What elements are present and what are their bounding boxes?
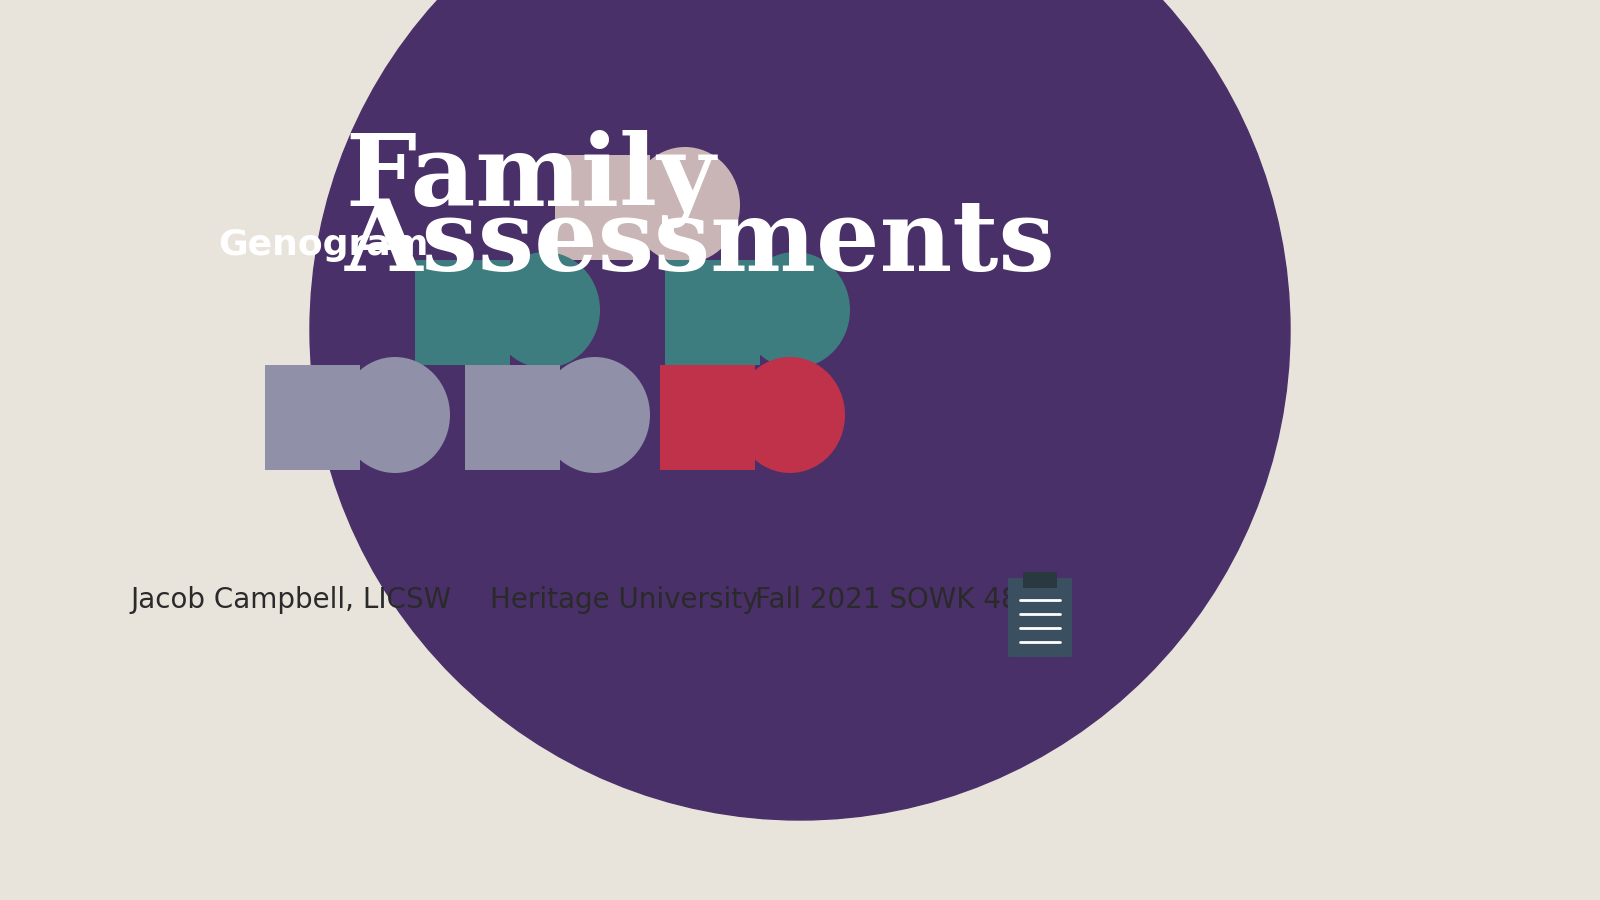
Circle shape bbox=[310, 0, 1290, 820]
Bar bbox=[555, 155, 650, 260]
Text: Assessments: Assessments bbox=[346, 195, 1056, 292]
FancyBboxPatch shape bbox=[1022, 572, 1058, 588]
Ellipse shape bbox=[490, 252, 600, 368]
Ellipse shape bbox=[734, 357, 845, 473]
Ellipse shape bbox=[541, 357, 650, 473]
Ellipse shape bbox=[739, 252, 850, 368]
Bar bbox=[661, 365, 755, 470]
Bar bbox=[666, 260, 760, 365]
Text: Heritage University: Heritage University bbox=[490, 586, 758, 614]
Text: Fall 2021 SOWK 486: Fall 2021 SOWK 486 bbox=[755, 586, 1037, 614]
FancyBboxPatch shape bbox=[1008, 578, 1072, 657]
Text: Jacob Campbell, LICSW: Jacob Campbell, LICSW bbox=[130, 586, 451, 614]
Bar bbox=[466, 365, 560, 470]
Ellipse shape bbox=[630, 147, 739, 263]
Bar bbox=[414, 260, 510, 365]
Text: Genogram: Genogram bbox=[218, 228, 429, 262]
Bar bbox=[266, 365, 360, 470]
Text: Family: Family bbox=[346, 130, 715, 228]
Ellipse shape bbox=[339, 357, 450, 473]
